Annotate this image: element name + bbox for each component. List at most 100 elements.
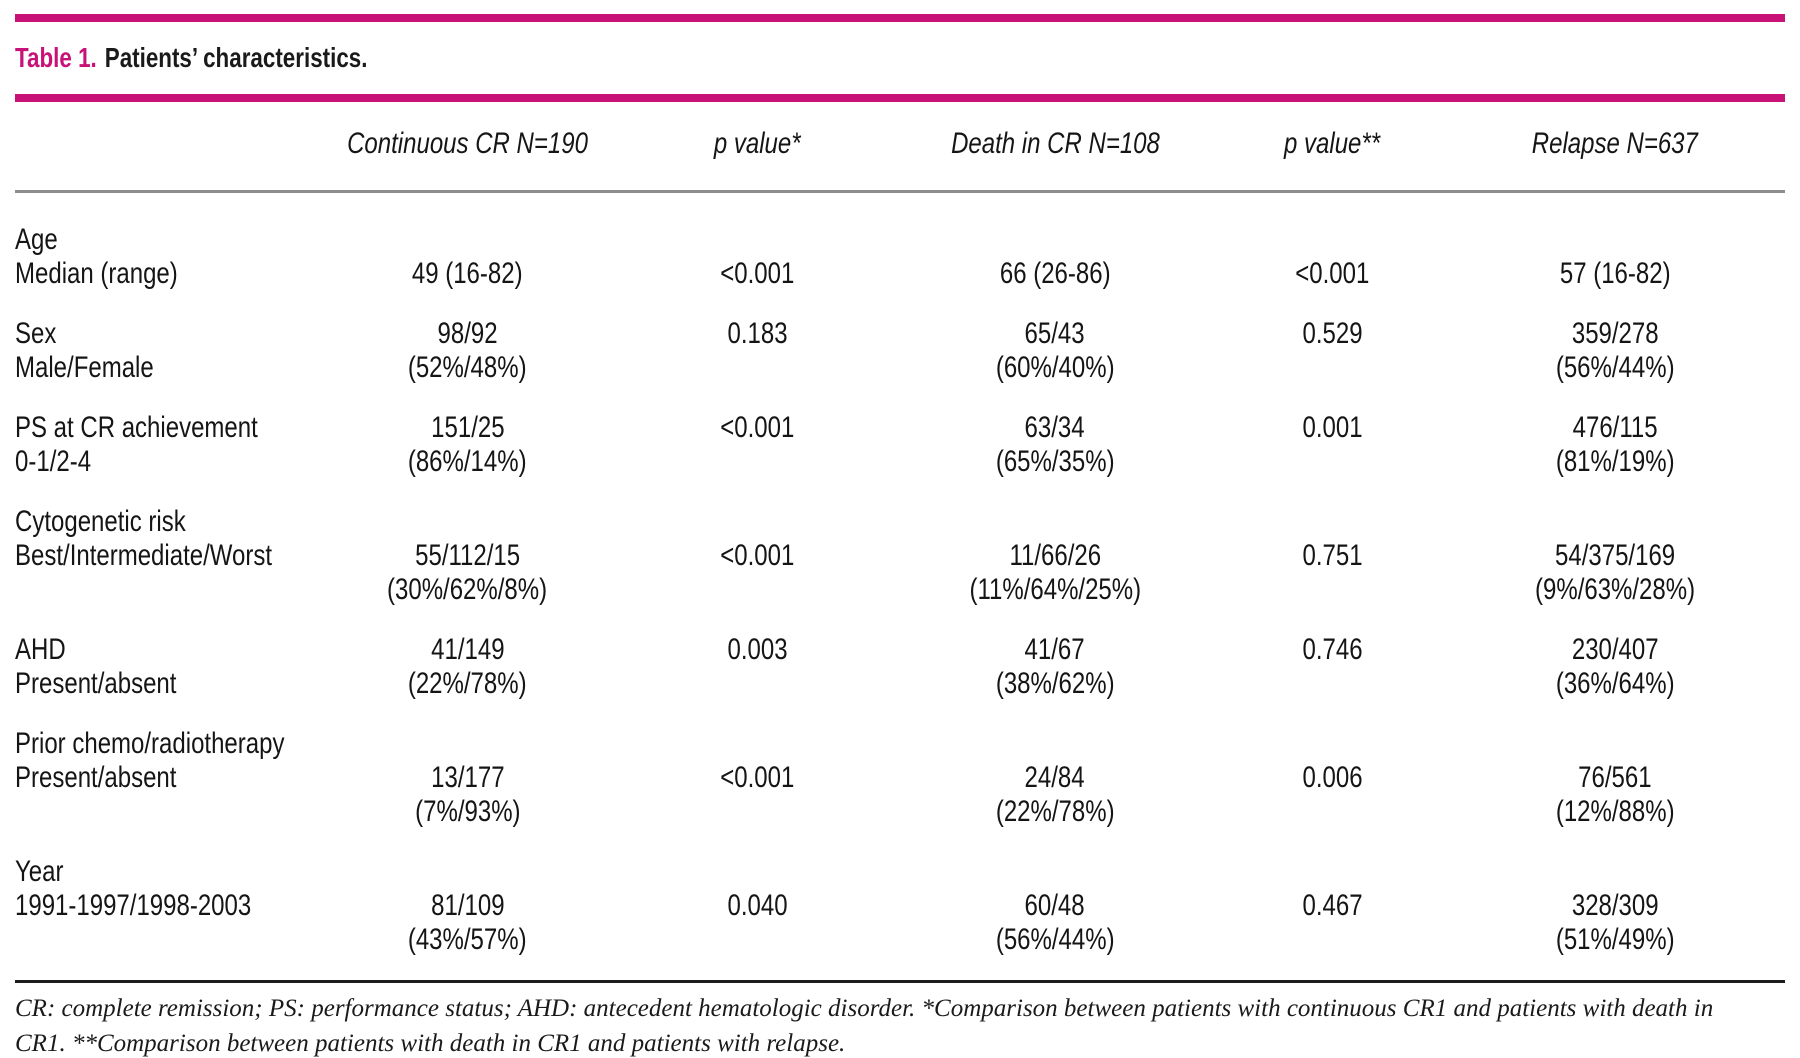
cell-p-value-2: 0.746: [1302, 633, 1363, 666]
col-header-death-in-cr: Death in CR N=108: [950, 127, 1160, 160]
table-row-line: Prior chemo/radiotherapy: [15, 727, 1785, 761]
row-label: [15, 795, 310, 829]
row-label: Male/Female: [15, 351, 154, 384]
cell-p-value-1: 0.003: [727, 633, 788, 666]
cell-continuous-cr: (22%/78%): [408, 667, 527, 700]
table-row-line: 1991-1997/1998-2003 81/109 0.040 60/48 0…: [15, 889, 1785, 923]
footnote-line-1: CR: complete remission; PS: performance …: [15, 995, 1714, 1022]
cell-p-value-2: [1220, 923, 1445, 957]
footer-rule: [15, 980, 1785, 983]
title-bottom-rule: [15, 94, 1785, 102]
table-body: Age Median (range) 49 (16-82) <0.001 66 …: [15, 193, 1785, 980]
table-row-line: Year: [15, 855, 1785, 889]
cell-p-value-2: [1220, 795, 1445, 829]
cell-relapse: (9%/63%/28%): [1534, 573, 1696, 606]
table-row-line: (43%/57%) (56%/44%) (51%/49%): [15, 923, 1785, 957]
row-group-age: Age Median (range) 49 (16-82) <0.001 66 …: [15, 223, 1785, 291]
cell-p-value-1: [625, 667, 890, 701]
cell-relapse: (36%/64%): [1555, 667, 1675, 700]
cell-death-in-cr: 24/84: [1024, 761, 1086, 794]
cell-death-in-cr: 11/66/26: [1009, 539, 1101, 572]
cell-p-value-2: [1220, 573, 1445, 607]
cell-p-value-1: 0.040: [727, 889, 788, 922]
row-label: Year: [15, 855, 64, 888]
cell-p-value-2: 0.006: [1302, 761, 1363, 794]
cell-continuous-cr: 13/177: [430, 761, 505, 794]
row-label: [15, 573, 310, 607]
row-label: Median (range): [15, 257, 178, 290]
cell-p-value-1: [625, 727, 890, 761]
cell-continuous-cr: 151/25: [430, 411, 505, 444]
cell-relapse: 359/278: [1571, 317, 1659, 350]
row-group-ahd: AHD 41/149 0.003 41/67 0.746 230/407 Pre…: [15, 633, 1785, 701]
cell-continuous-cr: [310, 855, 625, 889]
cell-p-value-2: [1220, 855, 1445, 889]
cell-continuous-cr: (7%/93%): [414, 795, 521, 828]
cell-continuous-cr: (86%/14%): [408, 445, 527, 478]
cell-p-value-1: [625, 855, 890, 889]
table-row-line: 0-1/2-4 (86%/14%) (65%/35%) (81%/19%): [15, 445, 1785, 479]
cell-p-value-1: 0.183: [727, 317, 788, 350]
cell-p-value-1: [625, 795, 890, 829]
table-row-line: Cytogenetic risk: [15, 505, 1785, 539]
cell-death-in-cr: 41/67: [1024, 633, 1086, 666]
table-row-line: (30%/62%/8%) (11%/64%/25%) (9%/63%/28%): [15, 573, 1785, 607]
cell-death-in-cr: 60/48: [1024, 889, 1086, 922]
cell-continuous-cr: 55/112/15: [415, 539, 520, 572]
cell-continuous-cr: [310, 223, 625, 257]
cell-p-value-2: [1220, 351, 1445, 385]
cell-relapse: 57 (16-82): [1559, 257, 1671, 290]
cell-relapse: 76/561: [1578, 761, 1652, 794]
cell-continuous-cr: 98/92: [437, 317, 498, 350]
cell-death-in-cr: (22%/78%): [995, 795, 1115, 828]
cell-death-in-cr: (65%/35%): [995, 445, 1115, 478]
table-number: Table 1.: [15, 42, 97, 73]
cell-continuous-cr: 49 (16-82): [412, 257, 523, 290]
cell-p-value-2: [1220, 667, 1445, 701]
table-row-line: Present/absent 13/177 <0.001 24/84 0.006…: [15, 761, 1785, 795]
table-row-line: PS at CR achievement 151/25 <0.001 63/34…: [15, 411, 1785, 445]
col-header-p-value-1: p value*: [714, 127, 801, 160]
cell-p-value-2: 0.001: [1302, 411, 1363, 444]
footnote-line-2: CR1. **Comparison between patients with …: [15, 1030, 846, 1057]
cell-p-value-2: [1220, 727, 1445, 761]
cell-p-value-1: [625, 223, 890, 257]
cell-p-value-2: [1220, 223, 1445, 257]
cell-p-value-1: [625, 351, 890, 385]
header-separator-rule: [15, 190, 1785, 193]
col-header-spacer: [15, 127, 310, 161]
row-label: [15, 923, 310, 957]
table-row-line: Sex 98/92 0.183 65/43 0.529 359/278: [15, 317, 1785, 351]
cell-continuous-cr: 81/109: [430, 889, 505, 922]
cell-p-value-2: [1220, 505, 1445, 539]
table-row-line: Best/Intermediate/Worst 55/112/15 <0.001…: [15, 539, 1785, 573]
row-label: AHD: [15, 633, 66, 666]
row-label: Cytogenetic risk: [15, 505, 186, 538]
cell-p-value-1: <0.001: [720, 539, 795, 572]
cell-relapse: (56%/44%): [1555, 351, 1675, 384]
table-row-line: Male/Female (52%/48%) (60%/40%) (56%/44%…: [15, 351, 1785, 385]
cell-relapse: 328/309: [1571, 889, 1659, 922]
cell-death-in-cr: 63/34: [1024, 411, 1086, 444]
row-label: Present/absent: [15, 761, 177, 794]
row-group-year: Year 1991-1997/1998-2003 81/109 0.040 60…: [15, 855, 1785, 957]
cell-death-in-cr: (60%/40%): [995, 351, 1115, 384]
cell-death-in-cr: (11%/64%/25%): [969, 573, 1141, 606]
row-label: Sex: [15, 317, 57, 350]
row-label: PS at CR achievement: [15, 411, 258, 444]
table-row-line: AHD 41/149 0.003 41/67 0.746 230/407: [15, 633, 1785, 667]
row-label: Age: [15, 223, 58, 256]
cell-p-value-1: [625, 505, 890, 539]
cell-relapse: 476/115: [1572, 411, 1658, 444]
column-header-row: Continuous CR N=190 p value* Death in CR…: [15, 126, 1785, 162]
table-caption: Patients’ characteristics.: [104, 42, 368, 73]
cell-relapse: [1445, 727, 1785, 761]
col-header-p-value-2: p value**: [1284, 127, 1381, 160]
cell-death-in-cr: (56%/44%): [995, 923, 1115, 956]
row-label: Prior chemo/radiotherapy: [15, 727, 285, 760]
row-label: Present/absent: [15, 667, 177, 700]
cell-relapse: 230/407: [1571, 633, 1659, 666]
cell-death-in-cr: 66 (26-86): [999, 257, 1111, 290]
table-row-line: Age: [15, 223, 1785, 257]
